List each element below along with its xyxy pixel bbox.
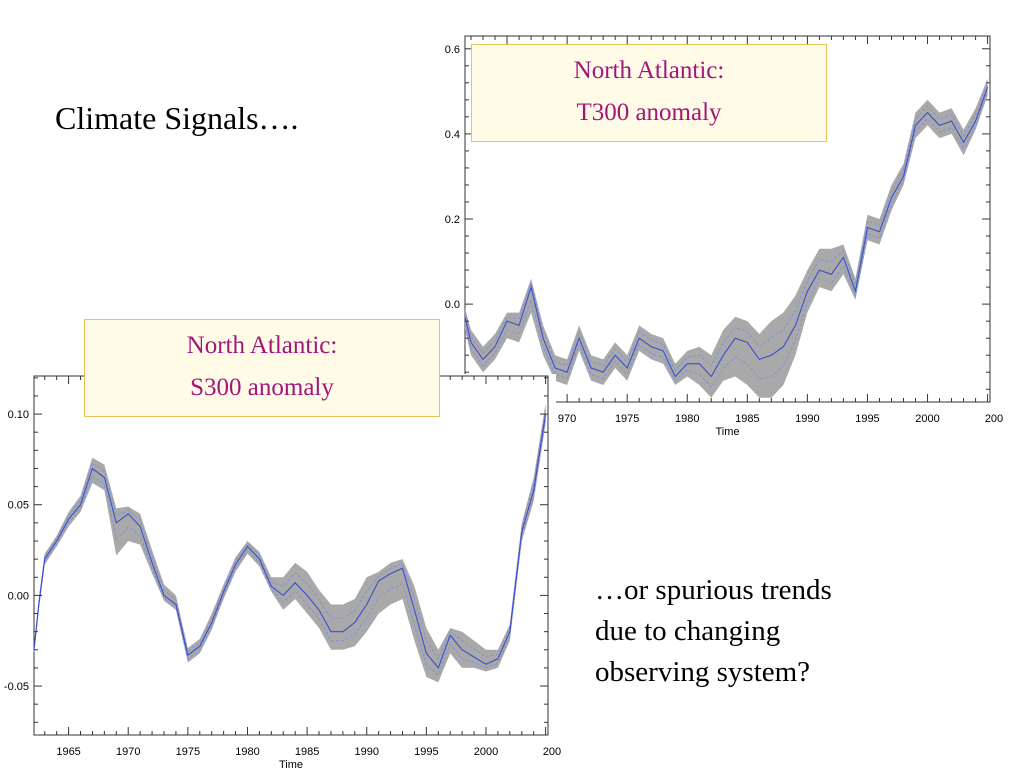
s300-annotation: North Atlantic: S300 anomaly: [84, 319, 440, 417]
x-tick-label: 2000: [474, 746, 498, 758]
ensemble-member-line: [33, 408, 546, 660]
x-tick-label: 1980: [675, 413, 699, 425]
t300-annotation-line1: North Atlantic:: [573, 57, 725, 84]
s300-annotation-line2: S300 anomaly: [190, 374, 334, 401]
slide-title: Climate Signals….: [55, 100, 299, 136]
x-tick-label: 2000: [915, 413, 939, 425]
x-tick-label: 1970: [116, 746, 140, 758]
x-tick-label: 200: [985, 413, 1003, 425]
x-tick-label: 1995: [414, 746, 438, 758]
ensemble-member-line: [464, 82, 988, 371]
s300-annotation-line1: North Atlantic:: [186, 332, 338, 359]
x-tick-label: 1965: [56, 746, 80, 758]
x-tick-label: 970: [558, 413, 576, 425]
plot-frame: [33, 375, 549, 736]
mean-line: [33, 414, 547, 669]
x-axis-label: Time: [715, 426, 739, 438]
y-tick-label: 0.6: [445, 44, 460, 56]
x-tick-label: 1985: [295, 746, 319, 758]
x-tick-label: 1985: [735, 413, 759, 425]
t300-chart: 970 1975 1980 1985 1990 1995 2000 200 Time 0.0 0.2…: [436, 14, 1003, 440]
y-tick-label: 0.4: [445, 129, 460, 141]
x-tick-label: 200: [543, 746, 561, 758]
t300-annotation-line2: T300 anomaly: [576, 99, 722, 126]
y-tick-label: 0.10: [8, 409, 29, 421]
x-tick-label: 1975: [615, 413, 639, 425]
x-tick-label: 1980: [235, 746, 259, 758]
x-tick-label: 1990: [354, 746, 378, 758]
y-tick-label: 0.05: [8, 500, 29, 512]
mean-line: [464, 86, 989, 378]
y-tick-label: -0.05: [4, 681, 29, 693]
s300-chart: 1965 1970 1975 1980 1985 1990 1995 2000 200 Time -…: [0, 374, 561, 768]
x-tick-label: 1995: [855, 413, 879, 425]
caption-line-2: due to changing: [595, 615, 781, 647]
x-tick-label: 1975: [176, 746, 200, 758]
plot-area: 1965 1970 1975 1980 1985 1990 1995 2000 200 Time -…: [4, 375, 561, 768]
caption: …or spurious trends due to changing obse…: [595, 570, 832, 693]
ensemble-member-line: [33, 418, 546, 676]
x-axis-label: Time: [279, 759, 303, 768]
s300-chart-svg: 1965 1970 1975 1980 1985 1990 1995 2000 200 Time -…: [4, 375, 561, 768]
y-tick-label: 0.0: [445, 299, 460, 311]
uncertainty-band: [465, 78, 988, 398]
caption-line-1: …or spurious trends: [595, 574, 832, 606]
y-tick-label: 0.2: [445, 214, 460, 226]
uncertainty-band: [34, 403, 546, 683]
caption-line-3: observing system?: [595, 656, 811, 688]
y-tick-label: 0.00: [8, 590, 29, 602]
x-tick-label: 1990: [795, 413, 819, 425]
ensemble-member-line: [464, 91, 988, 388]
t300-annotation: North Atlantic: T300 anomaly: [471, 44, 827, 142]
